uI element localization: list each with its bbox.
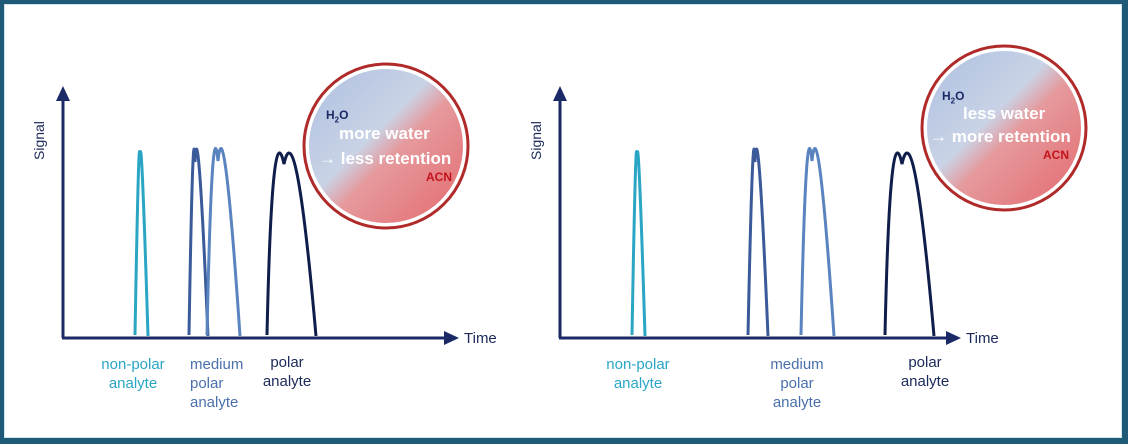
peak-medium-polar-1 (187, 147, 210, 337)
right-panel (553, 44, 1088, 345)
peak-non-polar (133, 150, 150, 337)
mobile-phase-circle-border (302, 62, 470, 230)
peak-medium-polar-2 (205, 147, 242, 337)
label-polar-analyte: polar analyte (900, 354, 950, 390)
label-polar-analyte: polar analyte (262, 354, 312, 390)
y-axis-label: Signal (31, 121, 47, 160)
y-axis-label: Signal (528, 121, 544, 160)
label-medium-polar-analyte: medium polar analyte (770, 356, 824, 411)
y-axis-arrow-icon (56, 86, 70, 101)
x-axis-arrow-icon (946, 331, 961, 345)
label-non-polar-analyte: non-polar analyte (101, 356, 165, 392)
x-axis-label: Time (464, 330, 497, 347)
y-axis-arrow-icon (553, 86, 567, 101)
bubble-line-2: → less retention (319, 149, 452, 168)
acn-label: ACN (426, 170, 452, 184)
mobile-phase-circle (309, 69, 463, 223)
label-non-polar-analyte: non-polar analyte (606, 356, 670, 392)
peak-non-polar (630, 150, 647, 337)
bubble-line-1: more water (339, 124, 430, 143)
h2o-label: H2O (942, 89, 965, 106)
peak-medium-polar-1 (746, 147, 770, 337)
peak-polar (265, 151, 318, 337)
mobile-phase-circle (927, 51, 1081, 205)
bubble-line-1: less water (963, 104, 1046, 123)
x-axis-label: Time (966, 330, 999, 347)
x-axis-arrow-icon (444, 331, 459, 345)
peak-polar (883, 151, 936, 337)
label-medium-polar-analyte: medium polar analyte (190, 356, 244, 411)
left-panel (56, 62, 470, 345)
mobile-phase-circle-border (920, 44, 1088, 212)
peak-medium-polar-2 (799, 147, 836, 337)
bubble-line-2: → more retention (930, 127, 1071, 146)
acn-label: ACN (1043, 148, 1069, 162)
h2o-label: H2O (326, 108, 349, 125)
